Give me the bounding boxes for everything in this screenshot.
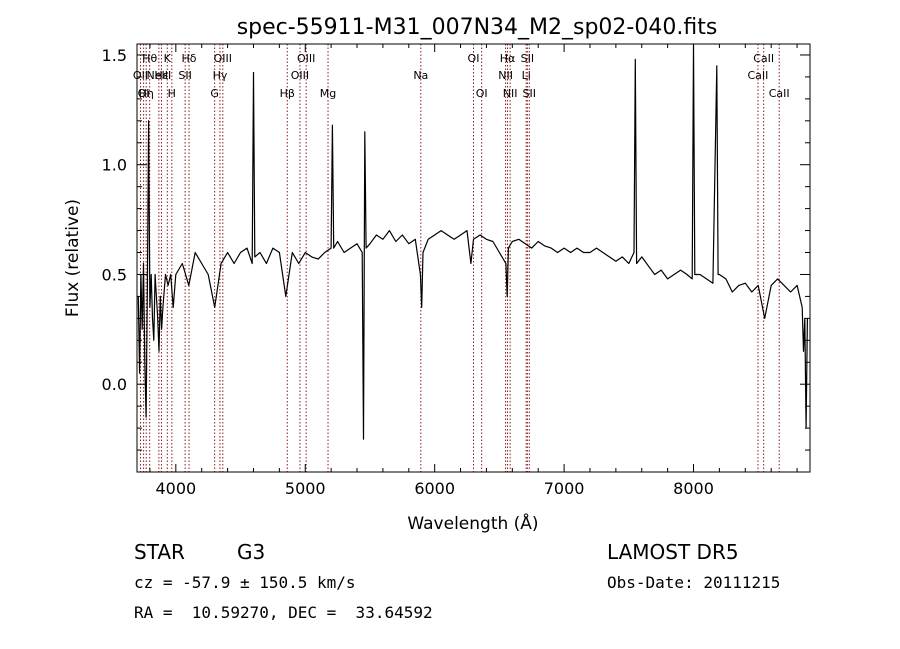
line-marker-label: CaII [748,69,769,82]
object-class: STAR [134,540,185,564]
line-marker-label: Hα [500,52,516,65]
x-tick-label: 5000 [285,479,326,498]
line-marker-label: Mg [320,87,336,100]
y-tick-label: 1.0 [102,156,127,175]
y-tick-label: 1.5 [102,46,127,65]
line-marker-label: Hθ [142,52,157,65]
line-marker-label: Hγ [213,69,228,82]
y-tick-label: 0.0 [102,375,127,394]
line-marker-label: NII [498,69,513,82]
line-marker-label: CaII [753,52,774,65]
redshift-readout: cz = -57.9 ± 150.5 km/s [134,573,356,592]
survey-name: LAMOST DR5 [607,540,739,564]
line-marker-label: SII [178,69,191,82]
line-marker-label: OIII [291,69,309,82]
line-marker-label: OI [476,87,488,100]
y-tick-label: 0.5 [102,265,127,284]
spectral-line-markers [139,44,780,472]
line-marker-label: SII [521,52,534,65]
line-marker-label: NII [503,87,518,100]
observation-date: Obs-Date: 20111215 [607,573,781,592]
line-marker-label: Hβ [280,87,295,100]
y-axis: 0.0 0.5 1.0 1.5 [102,46,810,451]
line-marker-label: G [210,87,219,100]
line-marker-label: Hη [139,87,154,100]
line-marker-label: H [168,87,176,100]
spectrum-line [137,43,808,440]
line-marker-label: OIII [214,52,232,65]
coordinates-readout: RA = 10.59270, DEC = 33.64592 [134,603,433,622]
line-marker-label: Hε [154,69,168,82]
line-marker-label: OIII [297,52,315,65]
line-marker-label: Hδ [182,52,197,65]
x-tick-label: 8000 [673,479,714,498]
x-tick-label: 7000 [544,479,585,498]
line-marker-label: K [164,52,172,65]
x-tick-label: 4000 [155,479,196,498]
line-marker-label: OI [468,52,480,65]
line-marker-label: SII [523,87,536,100]
line-marker-label: Li [522,69,531,82]
line-marker-label: Na [413,69,428,82]
line-marker-label: NeIII [147,69,172,82]
chart-title: spec-55911-M31_007N34_M2_sp02-040.fits [237,15,718,40]
object-subclass: G3 [237,540,266,564]
y-axis-label: Flux (relative) [63,199,83,317]
plot-frame [136,43,811,473]
line-marker-label: CaII [769,87,790,100]
spectral-line-labels: OIIOIHηHθNeIIIHεKHSIIHδGHγOIIIHβOIIIOIII… [133,52,790,100]
x-tick-label: 6000 [414,479,455,498]
x-axis-label: Wavelength (Å) [407,512,538,534]
line-marker-label: OI [138,87,150,100]
x-axis: 4000 5000 6000 7000 8000 [149,44,798,498]
